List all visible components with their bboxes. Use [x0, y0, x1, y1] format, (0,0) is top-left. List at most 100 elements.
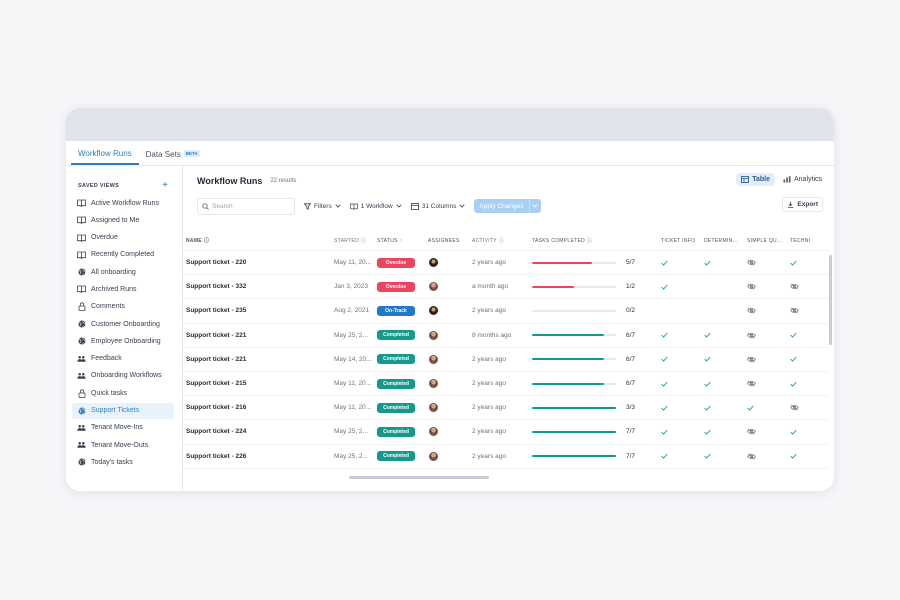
book-icon: [77, 285, 86, 294]
sidebar-item-support-tickets[interactable]: Support Tickets: [72, 402, 174, 419]
ticket-info-cell: [661, 356, 704, 362]
status-cell: Completed: [377, 378, 428, 389]
table-row[interactable]: Support ticket - 226 May 25, 2... Complete…: [183, 445, 829, 469]
table-row[interactable]: Support ticket - 220 May 11, 20... Overdue…: [183, 251, 829, 276]
status-badge: Completed: [377, 378, 415, 389]
column-header-name[interactable]: NAME ⓘ: [183, 237, 334, 245]
sidebar-item-customer-onboarding[interactable]: Customer Onboarding: [72, 316, 174, 332]
sidebar-item-feedback[interactable]: Feedback: [72, 351, 174, 367]
run-name-cell[interactable]: Support ticket - 235: [183, 307, 334, 314]
run-name-cell[interactable]: Support ticket - 221: [183, 332, 334, 339]
column-header-assignees[interactable]: ASSIGNEES: [428, 238, 472, 244]
analytics-icon: [783, 176, 791, 183]
sidebar-item-comments[interactable]: Comments: [72, 299, 174, 315]
table-row[interactable]: Support ticket - 332 Jan 3, 2023 Overdue a …: [183, 275, 829, 300]
assignees-cell: [428, 403, 472, 413]
horizontal-scrollbar[interactable]: [349, 476, 489, 479]
determin-cell: [704, 381, 747, 387]
tasks-completed-cell: 3/3: [532, 404, 661, 411]
table-row[interactable]: Support ticket - 221 May 14, 20... Complet…: [183, 348, 829, 372]
sidebar-item-label: Onboarding Workflows: [91, 372, 162, 380]
sidebar-item-active-workflow-runs[interactable]: Active Workflow Runs: [72, 195, 174, 211]
column-header-started[interactable]: STARTED ⓘ: [334, 237, 377, 245]
column-header-determin[interactable]: DETERMIN...: [704, 238, 747, 244]
run-name-cell[interactable]: Support ticket - 332: [183, 283, 334, 290]
avatar[interactable]: [429, 451, 438, 461]
check-icon: [661, 356, 668, 362]
activity-time: 2 years ago: [472, 404, 506, 412]
status-cell: Completed: [377, 330, 428, 341]
filters-button[interactable]: Filters: [304, 203, 341, 210]
export-button[interactable]: Export: [782, 197, 823, 212]
avatar[interactable]: [429, 427, 438, 437]
apply-dropdown-toggle[interactable]: [528, 199, 541, 213]
column-header-simple-qu[interactable]: SIMPLE QU...: [747, 238, 790, 244]
sidebar-item-label: Quick tasks: [91, 389, 128, 397]
sidebar-item-label: All onboarding: [91, 268, 136, 276]
run-name-cell[interactable]: Support ticket - 216: [183, 404, 334, 411]
workflow-select-button[interactable]: 1 Workflow: [349, 203, 402, 210]
plus-icon[interactable]: +: [162, 180, 168, 191]
analytics-view-label: Analytics: [793, 176, 822, 183]
check-icon: [790, 332, 797, 338]
sidebar-item-quick-tasks[interactable]: Quick tasks: [72, 385, 174, 401]
techni-cell: [790, 332, 812, 338]
activity-time: 2 years ago: [472, 259, 506, 267]
sidebar-item-onboarding-workflows[interactable]: Onboarding Workflows: [72, 368, 174, 384]
run-name: Support ticket - 235: [186, 307, 247, 315]
sidebar-item-label: Today's tasks: [91, 458, 133, 466]
column-header-activity[interactable]: ACTIVITY ⓘ: [472, 237, 532, 245]
activity-cell: 2 years ago: [472, 307, 532, 314]
status-cell: Overdue: [377, 281, 428, 292]
sidebar-item-tenant-move-outs[interactable]: Tenant Move-Outs: [72, 437, 174, 453]
run-name-cell[interactable]: Support ticket - 221: [183, 356, 334, 363]
search-input[interactable]: [212, 202, 292, 210]
avatar[interactable]: [429, 282, 438, 292]
tasks-completed-cell: 0/2: [532, 307, 661, 314]
run-name-cell[interactable]: Support ticket - 220: [183, 259, 334, 266]
sidebar-item-archived-runs[interactable]: Archived Runs: [72, 281, 174, 297]
table-view-button[interactable]: Table: [736, 173, 775, 186]
sidebar-item-tenant-move-ins[interactable]: Tenant Move-Ins: [72, 420, 174, 436]
column-header-tasks-completed[interactable]: TASKS COMPLETED ⓘ: [532, 237, 661, 245]
table-row[interactable]: Support ticket - 221 May 25, 2... Complete…: [183, 324, 829, 348]
tab-workflow-runs[interactable]: Workflow Runs: [71, 140, 139, 165]
info-icon: ⓘ: [203, 238, 210, 244]
avatar[interactable]: [429, 258, 438, 268]
run-name: Support ticket - 226: [186, 452, 247, 460]
view-toggle: Table Analytics: [736, 173, 827, 186]
status-badge: Completed: [377, 354, 415, 365]
activity-time: 2 years ago: [472, 380, 506, 388]
column-header-ticket-info[interactable]: TICKET INFO: [661, 238, 704, 244]
columns-button[interactable]: 31 Columns: [410, 203, 466, 210]
task-progress-fill: [532, 406, 616, 409]
run-name: Support ticket - 215: [186, 380, 247, 388]
sidebar-item-recently-completed[interactable]: Recently Completed: [72, 247, 174, 263]
avatar[interactable]: [429, 330, 438, 340]
sidebar-item-assigned-to-me[interactable]: Assigned to Me: [72, 212, 174, 228]
table-row[interactable]: Support ticket - 215 May 11, 20... Complet…: [183, 372, 829, 397]
table-row[interactable]: Support ticket - 235 Aug 2, 2021 On-Track 2…: [183, 299, 829, 324]
sidebar-item-all-onboarding[interactable]: All onboarding: [72, 264, 174, 280]
vertical-scrollbar[interactable]: [829, 255, 832, 345]
column-header-status[interactable]: STATUS ↑: [377, 238, 428, 244]
avatar[interactable]: [429, 306, 438, 316]
apply-changes-button[interactable]: Apply Changes: [474, 199, 541, 213]
analytics-view-button[interactable]: Analytics: [778, 173, 827, 186]
tab-data-sets[interactable]: Data Sets BETA: [139, 140, 207, 165]
run-name-cell[interactable]: Support ticket - 224: [183, 428, 334, 435]
run-name-cell[interactable]: Support ticket - 226: [183, 453, 334, 460]
globe-icon: [77, 268, 86, 277]
table-row[interactable]: Support ticket - 224 May 25, 2... Complete…: [183, 420, 829, 445]
sidebar-item-today-s-tasks[interactable]: Today's tasks: [72, 454, 174, 470]
sidebar-item-overdue[interactable]: Overdue: [72, 230, 174, 246]
task-progress-bar: [532, 358, 616, 361]
table-row[interactable]: Support ticket - 216 May 11, 20... Complet…: [183, 396, 829, 421]
avatar[interactable]: [429, 354, 438, 364]
column-header-techni[interactable]: TECHNI: [790, 238, 812, 244]
avatar[interactable]: [429, 403, 438, 413]
sidebar-item-employee-onboarding[interactable]: Employee Onboarding: [72, 333, 174, 349]
avatar[interactable]: [429, 379, 438, 389]
assignees-cell: [428, 258, 472, 268]
run-name-cell[interactable]: Support ticket - 215: [183, 380, 334, 387]
